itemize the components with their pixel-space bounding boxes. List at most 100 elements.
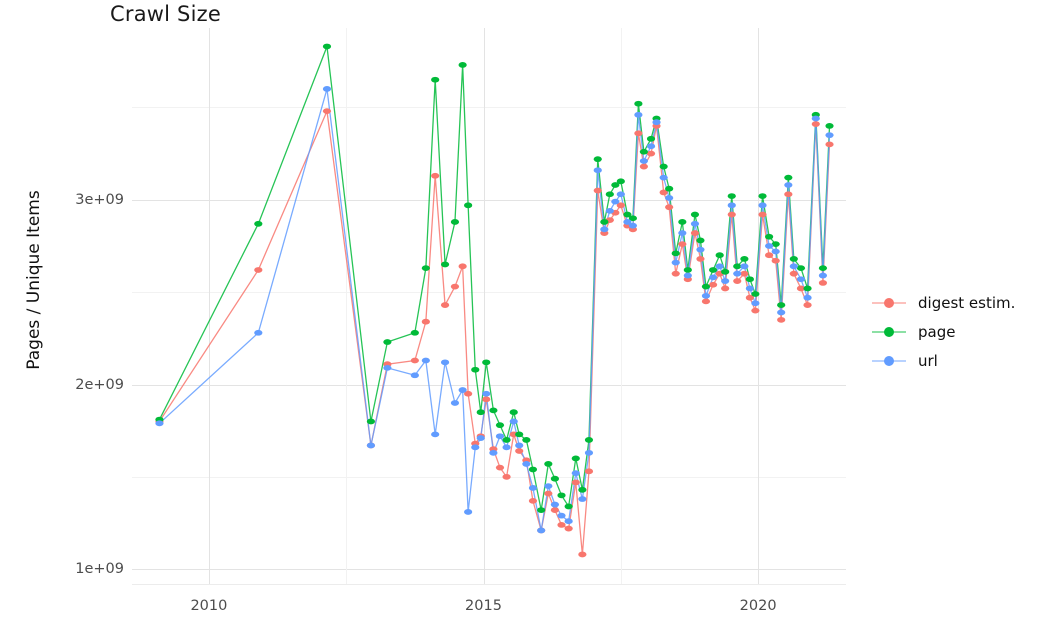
data-point xyxy=(571,455,580,462)
data-point xyxy=(476,409,485,416)
legend-label: page xyxy=(918,322,956,341)
data-point xyxy=(578,486,587,493)
data-point xyxy=(721,285,730,292)
legend: digest estim. page url xyxy=(872,288,1052,375)
data-point xyxy=(522,461,531,467)
data-point xyxy=(796,265,806,272)
data-point xyxy=(639,158,648,164)
data-point xyxy=(616,191,625,198)
data-point xyxy=(803,285,812,292)
data-point xyxy=(796,276,806,283)
data-point xyxy=(690,230,700,236)
legend-item-page[interactable]: page xyxy=(872,317,1052,346)
data-point xyxy=(458,263,467,270)
plot-panel xyxy=(132,28,846,584)
data-point xyxy=(665,204,674,211)
data-point xyxy=(727,193,736,199)
data-point xyxy=(502,473,511,480)
data-point xyxy=(366,442,376,449)
data-point xyxy=(611,198,620,205)
data-point xyxy=(557,521,566,528)
data-point xyxy=(578,551,587,558)
data-point xyxy=(701,292,711,299)
legend-item-url[interactable]: url xyxy=(872,346,1052,375)
data-point xyxy=(571,470,580,477)
data-point xyxy=(634,111,643,118)
data-point xyxy=(721,278,730,284)
data-point xyxy=(464,390,473,397)
data-point xyxy=(502,437,511,443)
data-point xyxy=(646,143,656,150)
data-point xyxy=(254,267,263,273)
data-point xyxy=(600,226,609,233)
data-point xyxy=(639,148,648,155)
data-point xyxy=(571,479,580,486)
data-point xyxy=(584,449,594,456)
data-point xyxy=(421,265,430,272)
x-tick-label: 2015 xyxy=(465,598,502,614)
legend-dot xyxy=(884,326,894,337)
data-point xyxy=(789,256,798,262)
data-point xyxy=(489,449,498,456)
data-point xyxy=(784,174,793,181)
data-point xyxy=(701,283,711,290)
data-point xyxy=(254,220,263,227)
data-point xyxy=(715,263,724,270)
legend-key-icon xyxy=(872,293,906,313)
legend-label: digest estim. xyxy=(918,293,1016,312)
data-point xyxy=(611,182,620,188)
data-point xyxy=(708,281,718,288)
data-point xyxy=(544,483,553,489)
data-point xyxy=(366,418,376,425)
data-point xyxy=(765,233,774,240)
data-point xyxy=(550,501,560,508)
data-point xyxy=(450,219,460,225)
data-point xyxy=(690,220,700,227)
data-point xyxy=(509,409,518,416)
data-point xyxy=(733,278,742,284)
data-point xyxy=(671,259,680,266)
data-point xyxy=(745,276,754,283)
data-point xyxy=(464,509,473,515)
data-point xyxy=(751,300,760,307)
data-point xyxy=(522,437,531,443)
data-point xyxy=(550,475,560,482)
data-point xyxy=(696,237,705,244)
data-point xyxy=(544,461,553,467)
data-point xyxy=(155,420,164,427)
data-point xyxy=(495,433,505,440)
data-point xyxy=(482,390,491,397)
data-point xyxy=(322,86,332,92)
data-point xyxy=(509,418,518,425)
data-point xyxy=(564,518,573,525)
data-point xyxy=(715,252,724,259)
gridline-v-minor xyxy=(620,28,622,584)
gridline-v-major xyxy=(208,28,210,584)
gridline-h-minor xyxy=(132,476,846,478)
data-point xyxy=(745,285,754,292)
data-point xyxy=(683,272,692,279)
data-point xyxy=(458,387,467,393)
legend-item-digest-estim-[interactable]: digest estim. xyxy=(872,288,1052,317)
data-point xyxy=(740,263,749,270)
data-point xyxy=(440,302,450,308)
data-point xyxy=(431,172,440,179)
data-point xyxy=(758,193,767,199)
data-point xyxy=(659,163,668,170)
data-point xyxy=(765,252,774,259)
data-point xyxy=(701,298,711,305)
data-point xyxy=(825,141,834,148)
data-point xyxy=(593,167,602,174)
data-point xyxy=(721,268,730,275)
data-point xyxy=(495,464,505,471)
data-point xyxy=(464,202,473,209)
x-tick-label: 2010 xyxy=(190,598,228,614)
data-point xyxy=(515,431,524,438)
x-axis-line xyxy=(132,584,846,585)
data-point xyxy=(796,285,806,292)
data-point xyxy=(659,174,668,181)
gridline-v-major xyxy=(483,28,485,584)
data-point xyxy=(482,359,491,366)
data-point xyxy=(771,241,780,248)
data-point xyxy=(458,62,467,68)
